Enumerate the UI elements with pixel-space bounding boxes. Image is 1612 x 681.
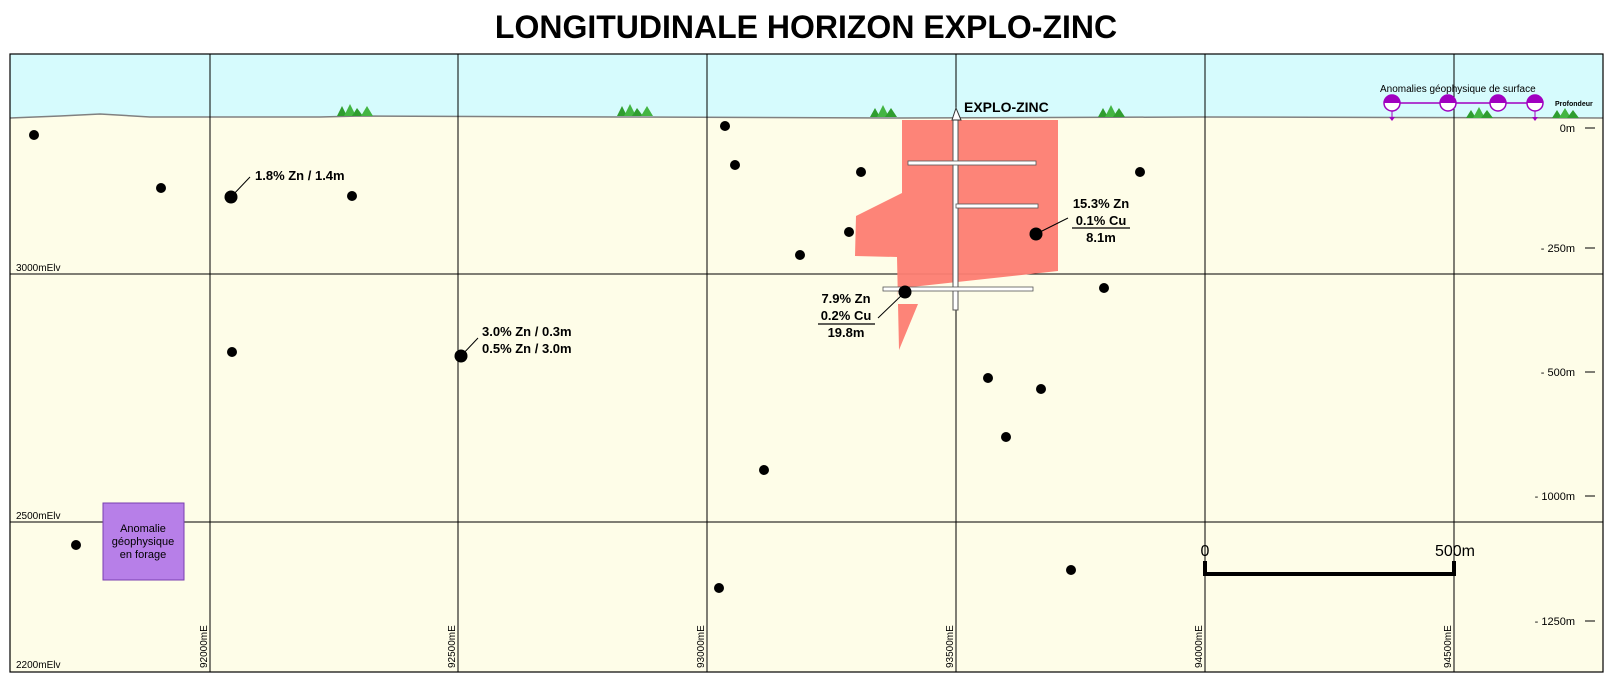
tree-icon xyxy=(1466,107,1493,118)
tree-icon xyxy=(1098,105,1125,117)
intercept-c-line2: 0.1% Cu xyxy=(1076,213,1127,228)
anomaly-symbol-icon xyxy=(1526,94,1544,121)
headframe-icon xyxy=(951,106,962,121)
depth-label-500: - 500m xyxy=(1541,367,1575,379)
easting-label-93000: 93000mE xyxy=(696,625,707,668)
intercept-d-line2: 0.2% Cu xyxy=(821,308,872,323)
drill-hole-dot-icon xyxy=(1099,283,1109,293)
leader-line xyxy=(230,176,251,198)
easting-label-94500: 94500mE xyxy=(1443,625,1454,668)
intercept-c-line1: 15.3% Zn xyxy=(1073,196,1129,211)
sky-band xyxy=(10,54,1603,120)
tree-icon xyxy=(337,104,373,116)
tree-icon xyxy=(617,104,653,116)
borehole-anomaly-line3: en forage xyxy=(120,549,166,561)
easting-label-92500: 92500mE xyxy=(447,625,458,668)
depth-label-1250: - 1250m xyxy=(1535,616,1575,628)
surface-anomalies-label: Anomalies géophysique de surface xyxy=(1380,84,1536,95)
drill-hole-dot-icon xyxy=(1036,384,1046,394)
section-frame xyxy=(9,53,1604,673)
depth-label-0: 0m xyxy=(1560,123,1575,135)
intercept-d-line1: 7.9% Zn xyxy=(821,291,870,306)
scale-bar-start: 0 xyxy=(1201,543,1210,560)
intercept-d-line3: 19.8m xyxy=(828,325,865,340)
borehole-anomaly-box xyxy=(102,502,185,581)
anomaly-symbol-icon xyxy=(1439,94,1457,112)
drill-hole-dot-icon xyxy=(983,373,993,383)
topographic-surface xyxy=(9,113,1604,119)
tree-icon xyxy=(1552,108,1579,118)
ground-area xyxy=(10,114,1603,672)
shaft xyxy=(952,117,959,311)
intercept-c-line3: 8.1m xyxy=(1086,230,1116,245)
drill-hole-dot-icon xyxy=(795,250,805,260)
drill-hole-dot-icon xyxy=(1135,167,1145,177)
drift-level-3 xyxy=(882,286,1034,292)
drill-hole-dot-icon xyxy=(71,540,81,550)
drill-hole-dot-icon xyxy=(156,183,166,193)
depth-ticks xyxy=(1585,127,1595,622)
scale-bar-end: 500m xyxy=(1435,543,1475,560)
drill-hole-dot-icon xyxy=(759,465,769,475)
grid-lines xyxy=(10,54,1603,672)
depth-label-250: - 250m xyxy=(1541,243,1575,255)
drill-hole-dot-icon xyxy=(856,167,866,177)
leader-line xyxy=(460,337,479,357)
leader-line xyxy=(1035,217,1069,235)
elevation-label-2200: 2200mElv xyxy=(16,660,60,671)
drill-hole-dot-icon xyxy=(1001,432,1011,442)
elevation-label-2500: 2500mElv xyxy=(16,511,60,522)
intercept-a-label: 1.8% Zn / 1.4m xyxy=(255,168,345,183)
drill-hole-dot-icon xyxy=(844,227,854,237)
easting-label-92000: 92000mE xyxy=(199,625,210,668)
anomaly-symbol-icon xyxy=(1383,94,1401,121)
drill-hole-dot-icon xyxy=(29,130,39,140)
borehole-anomaly-line1: Anomalie xyxy=(120,523,166,535)
drift-level-1 xyxy=(907,160,1037,166)
surface-anomaly-symbols xyxy=(1383,94,1544,121)
borehole-anomaly-line2: géophysique xyxy=(112,536,174,548)
depth-label-1000: - 1000m xyxy=(1535,491,1575,503)
trees xyxy=(337,104,1579,118)
deposit-label: EXPLO-ZINC xyxy=(964,99,1049,115)
drill-hole-dot-icon xyxy=(730,160,740,170)
intercept-b-line1: 3.0% Zn / 0.3m xyxy=(482,324,572,339)
page-title: LONGITUDINALE HORIZON EXPLO-ZINC xyxy=(495,9,1117,45)
intercept-b-line2: 0.5% Zn / 3.0m xyxy=(482,341,572,356)
drill-hole-dot-icon xyxy=(1066,565,1076,575)
easting-label-93500: 93500mE xyxy=(945,625,956,668)
drill-hole-dot-icon xyxy=(347,191,357,201)
drill-hole-dot-icon xyxy=(714,583,724,593)
easting-label-94000: 94000mE xyxy=(1194,625,1205,668)
drill-hole-dot-icon xyxy=(720,121,730,131)
tree-icon xyxy=(870,105,897,117)
depth-header: Profondeur xyxy=(1555,101,1593,108)
leader-line xyxy=(877,291,906,319)
scale-bar xyxy=(1203,561,1456,576)
drift-level-2 xyxy=(955,203,1039,209)
anomaly-symbol-icon xyxy=(1489,94,1507,112)
elevation-label-3000: 3000mElv xyxy=(16,263,60,274)
drill-hole-dot-icon xyxy=(227,347,237,357)
